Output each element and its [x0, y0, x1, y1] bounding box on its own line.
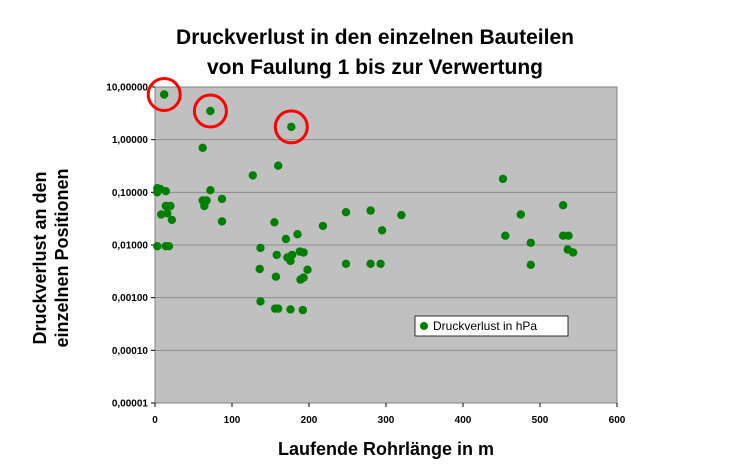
data-point: [501, 231, 510, 240]
y-tick-label: 0,00100: [112, 293, 149, 304]
data-point: [564, 231, 573, 240]
y-tick-label: 0,00001: [112, 399, 149, 410]
highlight-circle: [273, 109, 309, 145]
data-point: [376, 259, 385, 268]
data-point: [318, 221, 328, 231]
y-tick-label: 10,00000: [106, 83, 148, 94]
data-point: [256, 243, 265, 253]
x-tick-label: 300: [378, 415, 395, 426]
data-points: [153, 90, 578, 315]
data-point: [217, 217, 227, 226]
data-point: [255, 264, 264, 274]
data-point: [568, 248, 578, 257]
data-point: [341, 208, 351, 217]
data-point: [206, 186, 215, 195]
data-point: [256, 297, 265, 306]
data-point: [161, 187, 170, 196]
x-axis-title: Laufende Rohrlänge in m: [278, 439, 494, 459]
data-point: [274, 161, 283, 170]
data-point: [377, 226, 387, 235]
data-point: [366, 206, 375, 215]
highlight-circles: [146, 77, 309, 145]
y-tick-label: 0,10000: [112, 188, 149, 199]
data-point: [303, 265, 312, 274]
data-point: [198, 143, 207, 152]
data-point: [298, 305, 307, 315]
grid-lines: [155, 139, 617, 351]
data-point: [526, 238, 535, 247]
data-point: [272, 250, 281, 260]
data-point: [397, 210, 406, 220]
y-axis-title-line1: Druckverlust an den: [30, 171, 50, 344]
data-point: [498, 174, 508, 184]
data-point: [366, 259, 375, 268]
data-point: [200, 201, 209, 211]
x-axis-ticks: 0 100 200 300 400 500 600: [152, 403, 626, 426]
x-tick-label: 600: [609, 415, 626, 426]
data-point: [153, 188, 162, 197]
data-point: [217, 194, 227, 204]
data-point: [163, 209, 172, 218]
y-axis-title-line2: einzelnen Positionen: [52, 168, 72, 347]
data-point: [281, 234, 291, 244]
data-point: [166, 201, 175, 211]
chart-title-line2: von Faulung 1 bis zur Verwertung: [207, 56, 543, 79]
data-point: [248, 171, 257, 180]
data-point: [167, 215, 177, 225]
y-tick-label: 0,01000: [112, 241, 149, 252]
x-tick-label: 200: [301, 415, 318, 426]
highlight-circle: [192, 93, 228, 129]
data-point: [270, 218, 279, 227]
data-point: [341, 259, 351, 268]
data-point: [558, 201, 568, 210]
data-point: [526, 260, 535, 269]
data-point: [299, 248, 308, 257]
data-point: [286, 305, 295, 314]
x-tick-label: 0: [152, 415, 158, 426]
y-axis-ticks: 0,00001 0,00010 0,00100 0,01000 0,10000 1,000…: [106, 83, 155, 410]
data-point: [206, 106, 215, 116]
legend-label: Druckverlust in hPa: [433, 319, 537, 333]
y-axis-title: Druckverlust an den einzelnen Positionen: [30, 168, 72, 347]
highlight-circle: [146, 77, 182, 112]
chart-title-line1: Druckverlust in den einzelnen Bauteilen: [176, 26, 574, 49]
legend-box: [414, 315, 569, 337]
data-point: [153, 242, 162, 251]
y-tick-label: 1,00000: [112, 135, 149, 146]
data-point: [271, 272, 281, 281]
legend-marker: [420, 322, 428, 330]
data-point: [516, 210, 525, 219]
data-point: [164, 242, 174, 251]
data-point: [160, 90, 169, 99]
data-point: [296, 275, 305, 284]
y-tick-label: 0,00010: [112, 346, 149, 357]
data-point: [286, 256, 295, 266]
x-tick-label: 100: [224, 415, 241, 426]
legend: Druckverlust in hPa: [414, 315, 569, 337]
x-tick-label: 400: [455, 415, 472, 426]
x-tick-label: 500: [532, 415, 549, 426]
data-point: [274, 304, 283, 313]
data-point: [293, 230, 302, 239]
data-point: [287, 122, 296, 132]
